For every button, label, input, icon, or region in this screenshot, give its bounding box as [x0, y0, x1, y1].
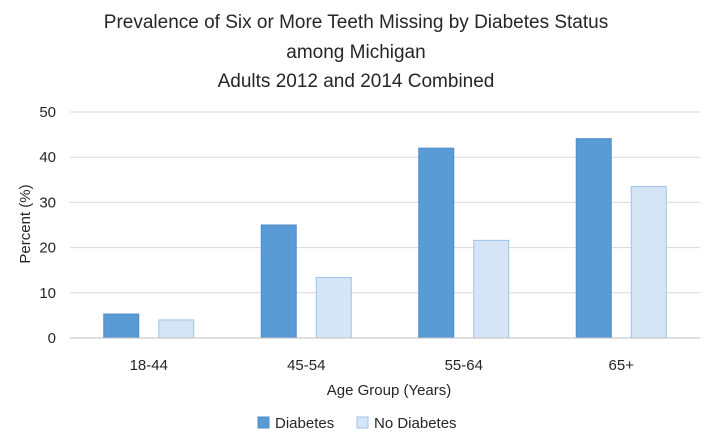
chart-title: Prevalence of Six or More Teeth Missing … [104, 12, 608, 92]
x-tick-label: 45-54 [287, 357, 325, 374]
y-tick-label: 30 [39, 194, 56, 211]
y-tick-label: 50 [39, 104, 56, 121]
y-tick-label: 20 [39, 240, 56, 257]
x-axis-ticks: 18-44 45-54 55-64 65+ [130, 357, 635, 374]
bar-diabetes-65+ [575, 138, 612, 339]
y-tick-label: 40 [39, 149, 56, 166]
bar-no-diabetes-55-64 [473, 239, 510, 339]
bars [103, 138, 667, 339]
chart-title-line-3: Adults 2012 and 2014 Combined [218, 71, 495, 92]
bar-diabetes-55-64 [418, 147, 455, 339]
legend-swatch-no-diabetes [356, 416, 369, 429]
bar-no-diabetes-18-44 [158, 319, 195, 339]
x-tick-label: 55-64 [445, 357, 483, 374]
bar-diabetes-18-44 [103, 313, 140, 339]
y-tick-label: 10 [39, 285, 56, 302]
bar-no-diabetes-65+ [630, 186, 667, 339]
x-tick-label: 18-44 [130, 357, 168, 374]
y-axis-ticks: 0 10 20 30 40 50 [39, 104, 56, 347]
y-axis-title: Percent (%) [17, 184, 34, 263]
legend: Diabetes No Diabetes [257, 415, 457, 432]
chart-title-line-1: Prevalence of Six or More Teeth Missing … [104, 12, 608, 33]
bar-no-diabetes-45-54 [315, 276, 352, 339]
x-axis-title: Age Group (Years) [327, 382, 452, 399]
y-tick-label: 0 [48, 330, 56, 347]
legend-swatch-diabetes [257, 416, 270, 429]
legend-label-no-diabetes: No Diabetes [374, 415, 457, 432]
legend-label-diabetes: Diabetes [275, 415, 334, 432]
chart-title-line-2: among Michigan [286, 42, 425, 63]
bar-diabetes-45-54 [260, 224, 297, 339]
x-tick-label: 65+ [609, 357, 635, 374]
